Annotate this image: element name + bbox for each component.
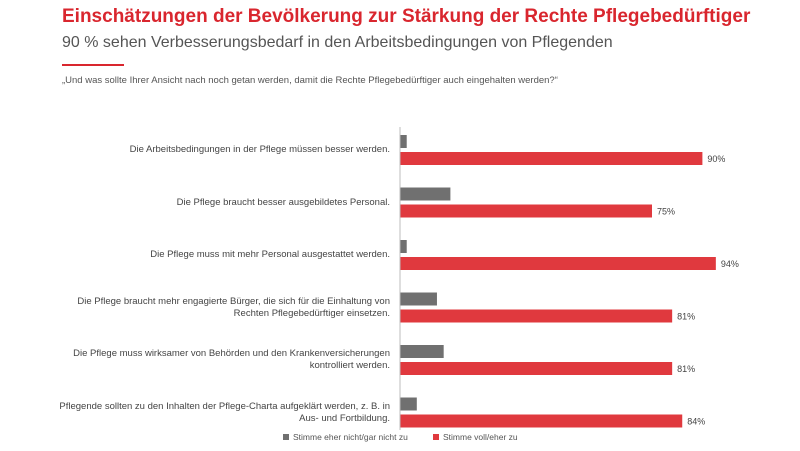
legend-swatch-disagree (283, 434, 289, 440)
bar-agree (400, 414, 683, 428)
data-label: 81% (677, 312, 695, 322)
data-label: 75% (657, 207, 675, 217)
legend-item-disagree: Stimme eher nicht/gar nicht zu (283, 432, 408, 442)
bar-agree (400, 257, 716, 270)
bar-disagree (400, 187, 451, 201)
title-accent-rule (62, 64, 124, 66)
data-label: 94% (721, 259, 739, 269)
data-label: 90% (707, 154, 725, 164)
chart-subtitle: 90 % sehen Verbesserungsbedarf in den Ar… (62, 34, 613, 51)
bar-agree (400, 152, 703, 165)
bar-disagree (400, 135, 407, 148)
category-label: Die Pflege braucht besser ausgebildetes … (176, 196, 390, 208)
bar-disagree (400, 345, 444, 358)
legend-item-agree: Stimme voll/eher zu (433, 432, 518, 442)
legend-swatch-agree (433, 434, 439, 440)
category-label: Pflegende sollten zu den Inhalten der Pf… (59, 400, 390, 424)
category-label: Die Pflege muss wirksamer von Behörden u… (73, 348, 390, 371)
bar-agree (400, 309, 673, 323)
legend-label-disagree: Stimme eher nicht/gar nicht zu (293, 432, 408, 442)
bar-chart: 90% 75% 94% 81% 81% 84% (399, 127, 739, 430)
category-label: Die Arbeitsbedingungen in der Pflege müs… (129, 144, 390, 155)
bar-disagree (400, 292, 437, 306)
category-label: Die Pflege braucht mehr engagierte Bürge… (77, 295, 390, 319)
data-label: 81% (677, 364, 695, 374)
chart-title: Einschätzungen der Bevölkerung zur Stärk… (62, 6, 751, 27)
data-label: 84% (687, 417, 705, 427)
bar-agree (400, 204, 652, 218)
legend: Stimme eher nicht/gar nicht zu Stimme vo… (0, 432, 800, 446)
survey-question: „Und was sollte Ihrer Ansicht nach noch … (62, 75, 558, 86)
legend-label-agree: Stimme voll/eher zu (443, 432, 518, 442)
category-label: Die Pflege muss mit mehr Personal ausges… (150, 249, 390, 260)
bar-agree (400, 362, 673, 375)
bar-disagree (400, 397, 417, 411)
bar-disagree (400, 240, 407, 253)
